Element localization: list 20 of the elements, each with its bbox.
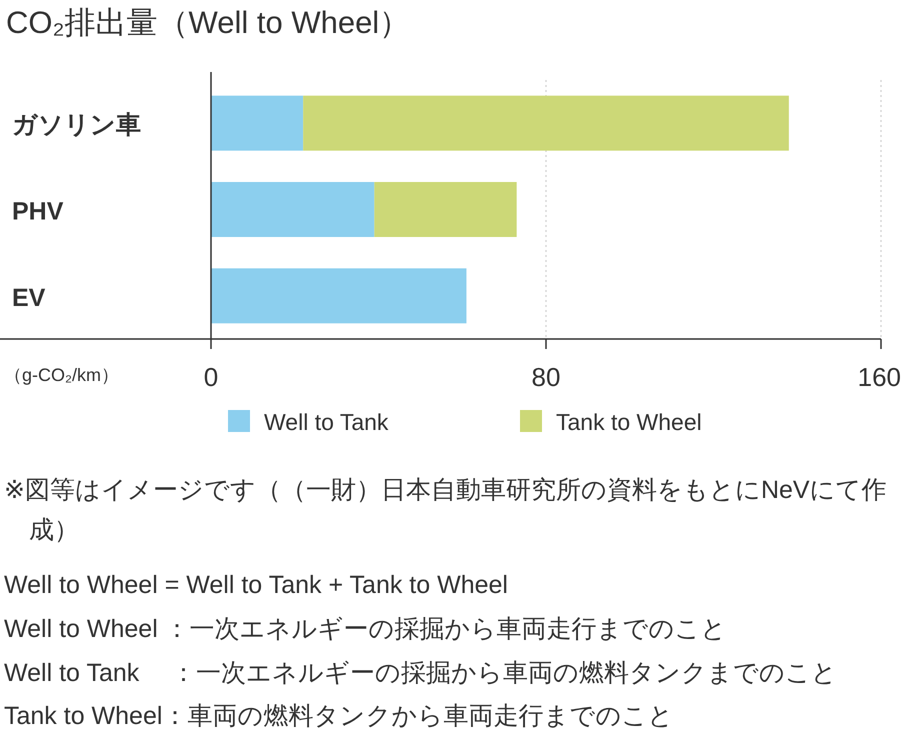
chart-title: CO₂排出量（Well to Wheel） bbox=[6, 5, 410, 40]
bar bbox=[211, 268, 466, 324]
y-tick-label: EV bbox=[12, 284, 46, 312]
x-tick-label: 160 bbox=[858, 362, 901, 392]
x-axis-title: （g-CO₂/km） bbox=[4, 365, 119, 385]
text: Tank to Wheel：車両の燃料タンクから車両走行までのこと bbox=[4, 701, 674, 732]
bar bbox=[211, 182, 374, 237]
bar bbox=[374, 182, 517, 237]
text: ※図等はイメージです（（一財）日本自動車研究所の資料をもとにNeVにて作成） bbox=[4, 475, 888, 546]
legend-label: Tank to Wheel bbox=[556, 409, 702, 435]
x-tick-label: 80 bbox=[532, 362, 560, 392]
y-tick-label: PHV bbox=[12, 198, 64, 226]
y-tick-label: ガソリン車 bbox=[12, 111, 141, 140]
text: Well to Wheel ：一次エネルギーの採掘から車両走行までのこと bbox=[4, 614, 728, 645]
x-tick-label: 0 bbox=[204, 362, 218, 392]
legend-label: Well to Tank bbox=[264, 409, 389, 435]
bar bbox=[211, 96, 304, 151]
text: Well to Wheel = Well to Tank + Tank to Wheel bbox=[4, 570, 509, 601]
bar bbox=[303, 96, 789, 151]
text: Well to Tank ：一次エネルギーの採掘から車両の燃料タンクまでのこと bbox=[4, 658, 838, 688]
